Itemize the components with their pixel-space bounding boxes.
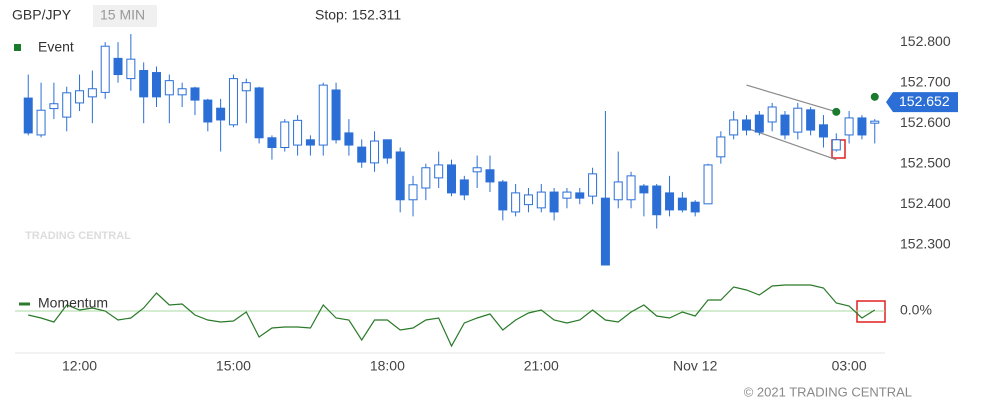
candle-body: [870, 120, 880, 124]
candle-body: [511, 192, 521, 213]
candle-body: [23, 97, 33, 134]
candle-body: [267, 137, 277, 149]
candle-body: [75, 90, 85, 104]
legend-label: Event: [38, 39, 74, 55]
candle-body: [716, 136, 726, 158]
candle-body: [459, 179, 469, 196]
candle-body: [408, 184, 418, 201]
candle-body: [126, 58, 136, 80]
candle-body: [62, 92, 72, 118]
y-tick-label: 0.0%: [900, 302, 932, 318]
pattern-line: [746, 127, 837, 161]
candle-body: [780, 114, 790, 136]
candle-body: [87, 88, 97, 98]
candle-body: [639, 185, 649, 194]
candle-body: [665, 192, 675, 211]
candle-body: [793, 107, 803, 133]
candle-body: [293, 119, 303, 146]
candle-body: [36, 109, 46, 136]
stop: Stop: 152.311: [315, 7, 401, 23]
x-tick-label: 18:00: [370, 358, 405, 374]
x-tick-label: 21:00: [524, 358, 559, 374]
candle-body: [536, 191, 546, 209]
candle-body: [280, 121, 290, 148]
credit: © 2021 TRADING CENTRAL: [744, 384, 912, 399]
candle-body: [49, 103, 59, 110]
candle-body: [806, 109, 816, 131]
candle-body: [318, 84, 328, 146]
candle-body: [139, 70, 149, 98]
y-tick-label: 152.700: [900, 73, 951, 89]
candle-body: [588, 173, 598, 197]
candle-body: [613, 181, 623, 201]
y-tick-label: 152.300: [900, 235, 951, 251]
candle-body: [228, 78, 238, 126]
momentum-line: [28, 284, 876, 348]
candle-body: [190, 87, 200, 101]
watermark: TRADING CENTRAL: [25, 230, 131, 242]
candle-body: [472, 167, 482, 173]
price-tag: [886, 92, 958, 113]
candle-body: [113, 57, 123, 76]
candle-body: [844, 117, 854, 136]
candle-body: [241, 82, 251, 92]
event-dot: [870, 92, 879, 101]
candle-body: [357, 146, 367, 163]
candle-body: [742, 119, 751, 131]
symbol: GBP/JPY: [12, 7, 72, 23]
candle-body: [523, 194, 533, 206]
x-tick-label: 12:00: [62, 358, 97, 374]
candle-body: [216, 107, 226, 121]
candle-body: [626, 175, 636, 201]
candle-body: [100, 45, 110, 93]
candle-body: [370, 140, 380, 164]
candle-body: [754, 114, 764, 133]
candle-body: [652, 185, 662, 216]
candle-body: [562, 191, 572, 199]
candle-body: [203, 99, 213, 123]
candle-body: [485, 169, 495, 183]
event-dot: [832, 107, 841, 116]
x-tick-label: Nov 12: [673, 358, 718, 374]
candle-body: [344, 132, 354, 146]
candle-body: [305, 139, 315, 146]
candle-body: [831, 139, 841, 151]
x-tick-label: 03:00: [832, 358, 867, 374]
y-tick-label: 152.500: [900, 154, 951, 170]
candle-body: [690, 201, 700, 213]
candle-body: [254, 87, 264, 139]
y-tick-label: 152.400: [900, 195, 951, 211]
candle-body: [600, 197, 610, 266]
candle-body: [703, 164, 713, 205]
candle-body: [421, 167, 431, 189]
candle-body: [164, 80, 174, 96]
legend-swatch: [14, 44, 21, 51]
interval-badge: [93, 5, 157, 27]
candle-body: [857, 117, 867, 136]
candle-body: [729, 119, 739, 136]
y-tick-label: 152.600: [900, 114, 951, 130]
candle-body: [434, 164, 444, 179]
candle-body: [498, 181, 508, 211]
price-tag-label: 152.652: [899, 93, 950, 109]
y-tick-label: 152.800: [900, 33, 951, 49]
x-tick-label: 15:00: [216, 358, 251, 374]
interval: 15 MIN: [100, 7, 145, 23]
candle-body: [382, 139, 392, 159]
candle-body: [575, 192, 585, 199]
pattern-line: [746, 84, 837, 113]
candle-body: [177, 88, 187, 96]
candle-body: [331, 89, 341, 141]
candle-body: [549, 191, 559, 213]
candle-body: [818, 124, 828, 138]
candle-body: [395, 151, 405, 201]
candle-body: [152, 72, 161, 98]
candle-body: [447, 164, 456, 194]
candle-body: [677, 197, 687, 211]
candle-body: [767, 106, 777, 123]
legend-label: Momentum: [38, 295, 108, 311]
